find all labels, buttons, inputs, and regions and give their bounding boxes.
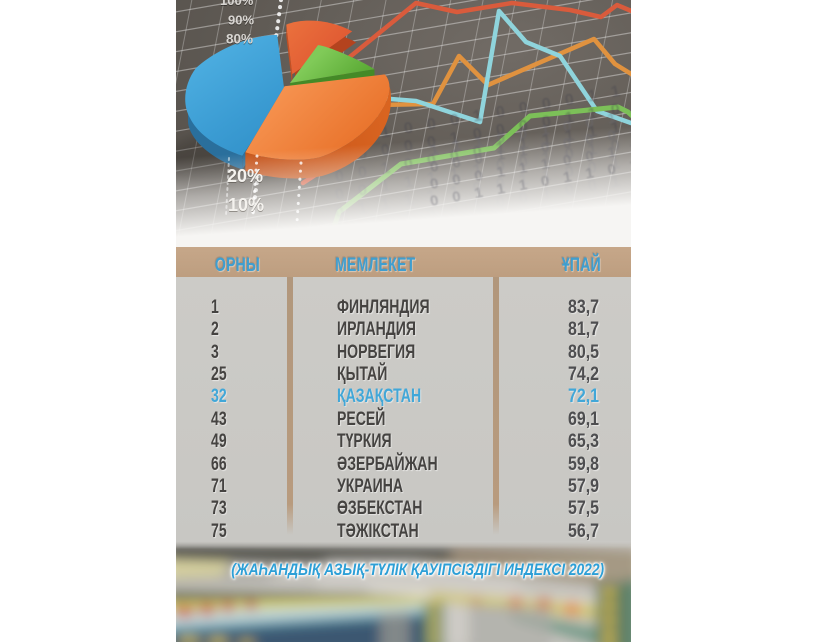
svg-text:20%: 20% [227,167,263,187]
svg-text:10%: 10% [228,196,264,216]
svg-text:10%: 10% [228,195,264,215]
svg-text:20%: 20% [227,166,263,186]
